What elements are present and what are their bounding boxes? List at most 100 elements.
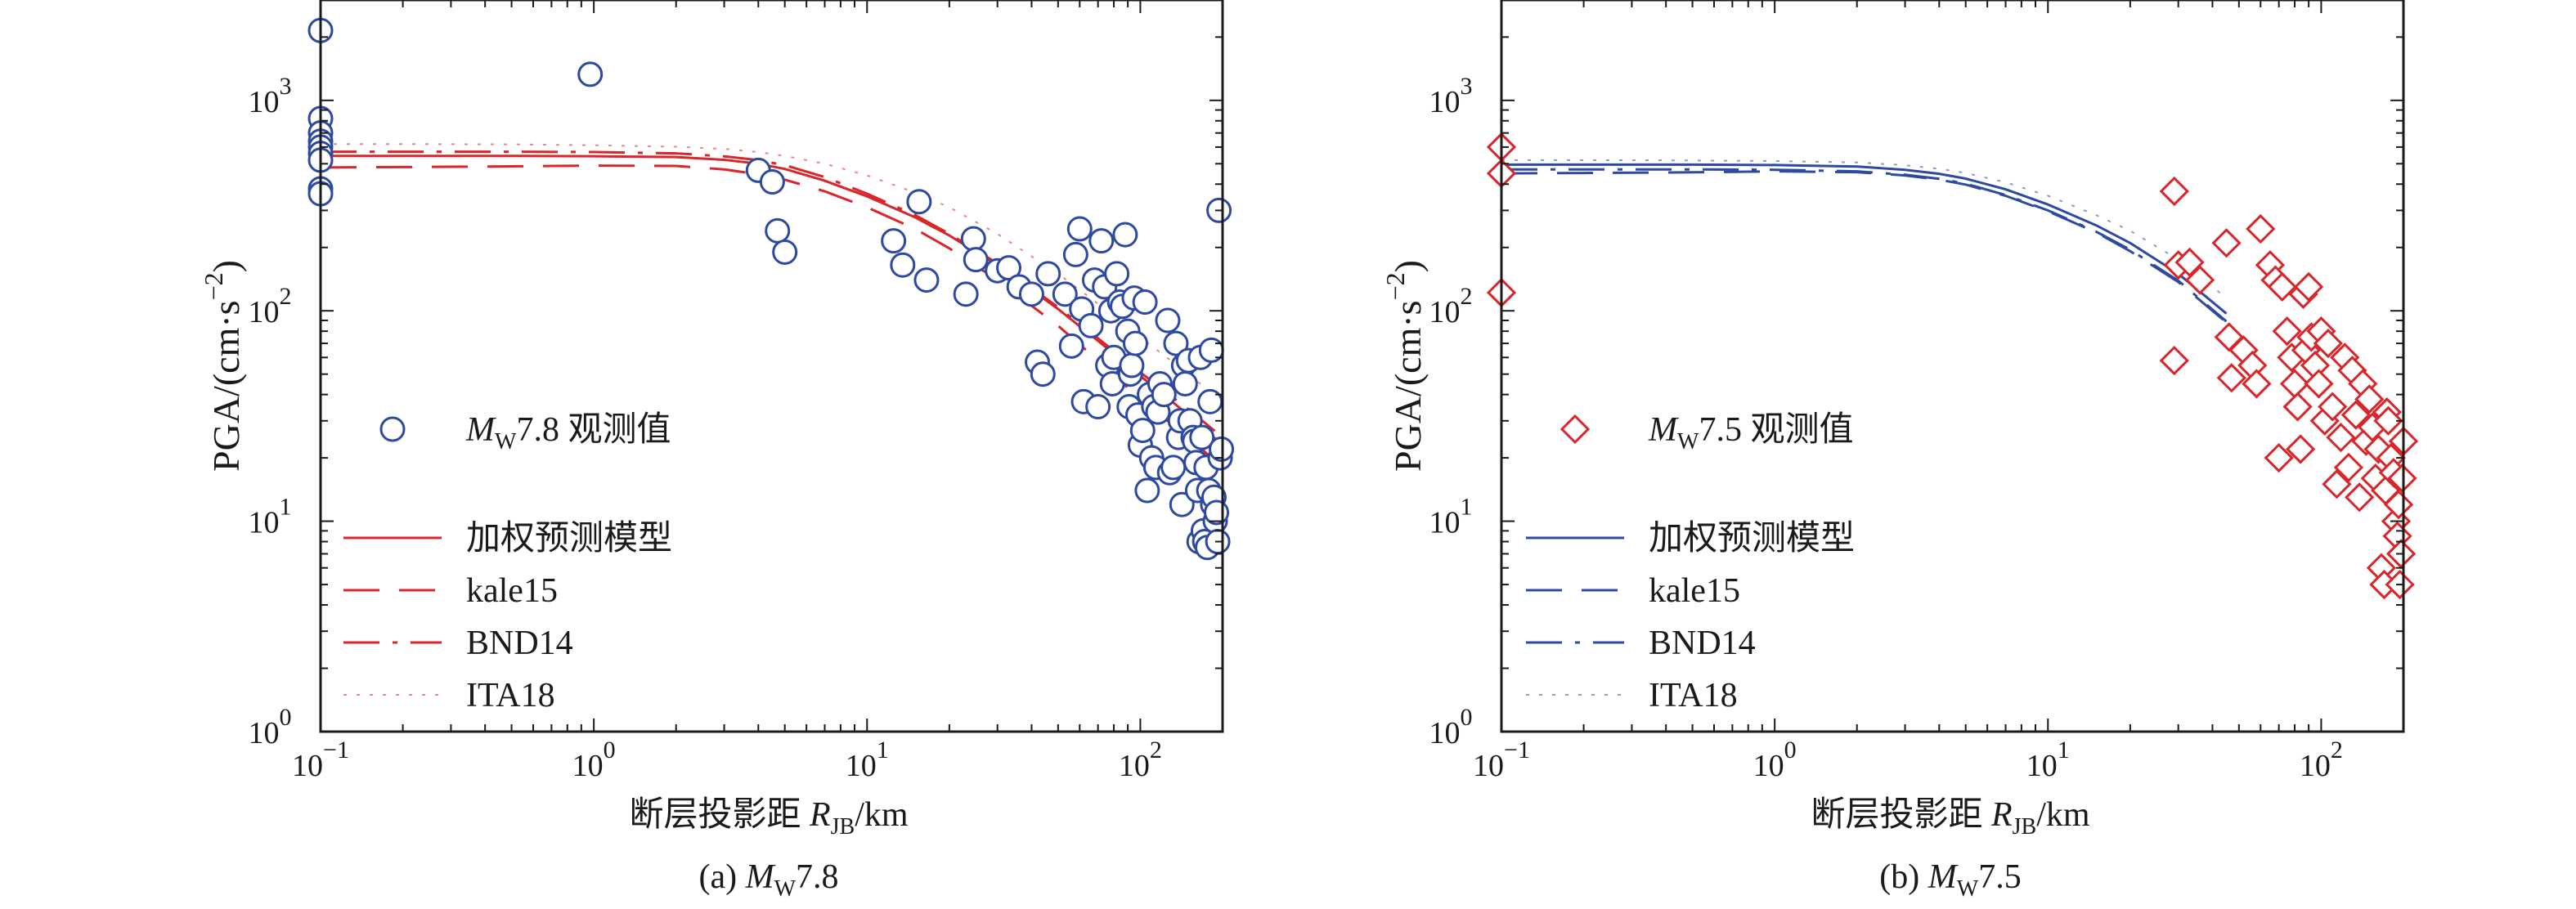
panel-a-caption: (a) MW7.8 <box>698 858 838 902</box>
data-point <box>2318 392 2348 422</box>
y-tick-base: 10 <box>249 716 280 750</box>
data-point <box>1169 491 1195 517</box>
data-point <box>1088 228 1115 254</box>
x-tick-exponent: 0 <box>1784 737 1797 763</box>
data-point <box>1085 394 1111 420</box>
data-point <box>1052 281 1078 307</box>
x-tick-base: 10 <box>2300 749 2331 783</box>
panel-b-markers <box>1486 132 2419 600</box>
legend-label-1: kale15 <box>466 572 558 610</box>
x-tick-exponent: −1 <box>1504 737 1530 763</box>
ylabel-exponent: −2 <box>1380 272 1410 300</box>
data-point <box>2246 213 2276 244</box>
y-tick-exponent: 1 <box>280 494 292 521</box>
legend-label-1: kale15 <box>1649 572 1740 610</box>
data-point <box>1151 382 1177 408</box>
legend-observed-text: 7.5 观测值 <box>1699 411 1853 449</box>
data-point <box>2216 363 2246 393</box>
data-point <box>2272 316 2302 347</box>
caption-magnitude: 7.8 <box>796 858 839 896</box>
xlabel-subscript: JB <box>2013 814 2037 840</box>
data-point <box>2294 271 2324 302</box>
x-tick-label: 101 <box>846 737 889 783</box>
y-tick-base: 10 <box>1429 506 1461 540</box>
data-point <box>1078 312 1104 338</box>
x-tick-label: 100 <box>1753 737 1797 783</box>
y-tick-exponent: 0 <box>280 704 292 731</box>
caption-subscript: W <box>774 876 797 902</box>
legend-label-3: ITA18 <box>1649 677 1738 714</box>
legend-marker-observed <box>379 416 406 442</box>
x-tick-exponent: 2 <box>2331 737 2343 763</box>
data-point <box>765 217 791 244</box>
data-point <box>2285 434 2316 464</box>
model-curve-ita18-3 <box>1501 159 2228 299</box>
data-point <box>772 239 798 265</box>
data-point <box>2185 265 2215 295</box>
panel-b-caption: (b) MW7.5 <box>1879 858 2021 902</box>
y-tick-label: 101 <box>249 494 292 540</box>
legend-observed-subscript: W <box>1677 429 1699 454</box>
y-tick-base: 10 <box>1429 295 1461 329</box>
data-point <box>1155 307 1181 334</box>
data-point <box>2313 328 2343 359</box>
data-point <box>1066 216 1093 242</box>
legend-marker-observed <box>1560 414 1591 445</box>
caption-magnitude: 7.5 <box>1978 858 2022 896</box>
data-point <box>1122 330 1148 356</box>
y-tick-label: 100 <box>249 704 292 750</box>
x-tick-base: 10 <box>572 749 604 783</box>
ylabel-exponent: −2 <box>199 272 228 300</box>
data-point <box>2322 469 2352 499</box>
x-tick-base: 10 <box>1119 749 1150 783</box>
x-tick-base: 10 <box>1473 749 1504 783</box>
data-point <box>1104 261 1130 287</box>
ylabel-main: PGA/(cm·s <box>205 300 247 472</box>
ylabel-close: ) <box>205 260 247 272</box>
data-point <box>1018 281 1044 307</box>
x-tick-base: 10 <box>846 749 877 783</box>
data-point <box>1058 333 1084 359</box>
data-point <box>996 255 1022 281</box>
legend-observed-subscript: W <box>495 429 517 454</box>
data-point <box>577 61 604 87</box>
y-tick-exponent: 3 <box>280 73 292 100</box>
data-point <box>1062 241 1088 267</box>
panel-a-ylabel: PGA/(cm·s−2) <box>199 260 247 472</box>
x-tick-exponent: 0 <box>604 737 616 763</box>
xlabel-symbol: R <box>1990 796 2013 834</box>
x-tick-label: 101 <box>2026 737 2070 783</box>
x-tick-label: 10−1 <box>292 737 349 783</box>
y-tick-base: 10 <box>249 85 280 119</box>
model-curve-kale15-1 <box>1501 170 2228 324</box>
data-point <box>881 228 907 254</box>
y-tick-exponent: 1 <box>1461 494 1473 521</box>
y-tick-base: 10 <box>249 295 280 329</box>
y-tick-label: 100 <box>1429 704 1473 750</box>
data-point <box>2354 384 2385 414</box>
legend-label-2: BND14 <box>1649 625 1756 662</box>
ylabel-close: ) <box>1387 260 1429 272</box>
panel-b-xlabel: 断层投影距 RJB/km <box>1811 796 2089 840</box>
data-point <box>2340 400 2372 430</box>
data-point <box>906 189 932 215</box>
data-point <box>2279 369 2310 399</box>
x-tick-exponent: 1 <box>877 737 889 763</box>
caption-subscript: W <box>1957 876 1979 902</box>
data-point <box>963 247 989 273</box>
x-tick-label: 102 <box>1119 737 1162 783</box>
y-tick-exponent: 2 <box>280 283 292 310</box>
data-point <box>2326 423 2356 453</box>
legend-label-2: BND14 <box>466 625 573 662</box>
data-point <box>1035 261 1061 287</box>
data-point <box>2242 369 2272 399</box>
xlabel-unit: /km <box>2036 796 2090 834</box>
x-tick-label: 100 <box>572 737 616 783</box>
x-tick-exponent: −1 <box>323 737 349 763</box>
data-point <box>1160 454 1187 481</box>
data-point <box>913 267 940 293</box>
data-point <box>1112 222 1138 248</box>
